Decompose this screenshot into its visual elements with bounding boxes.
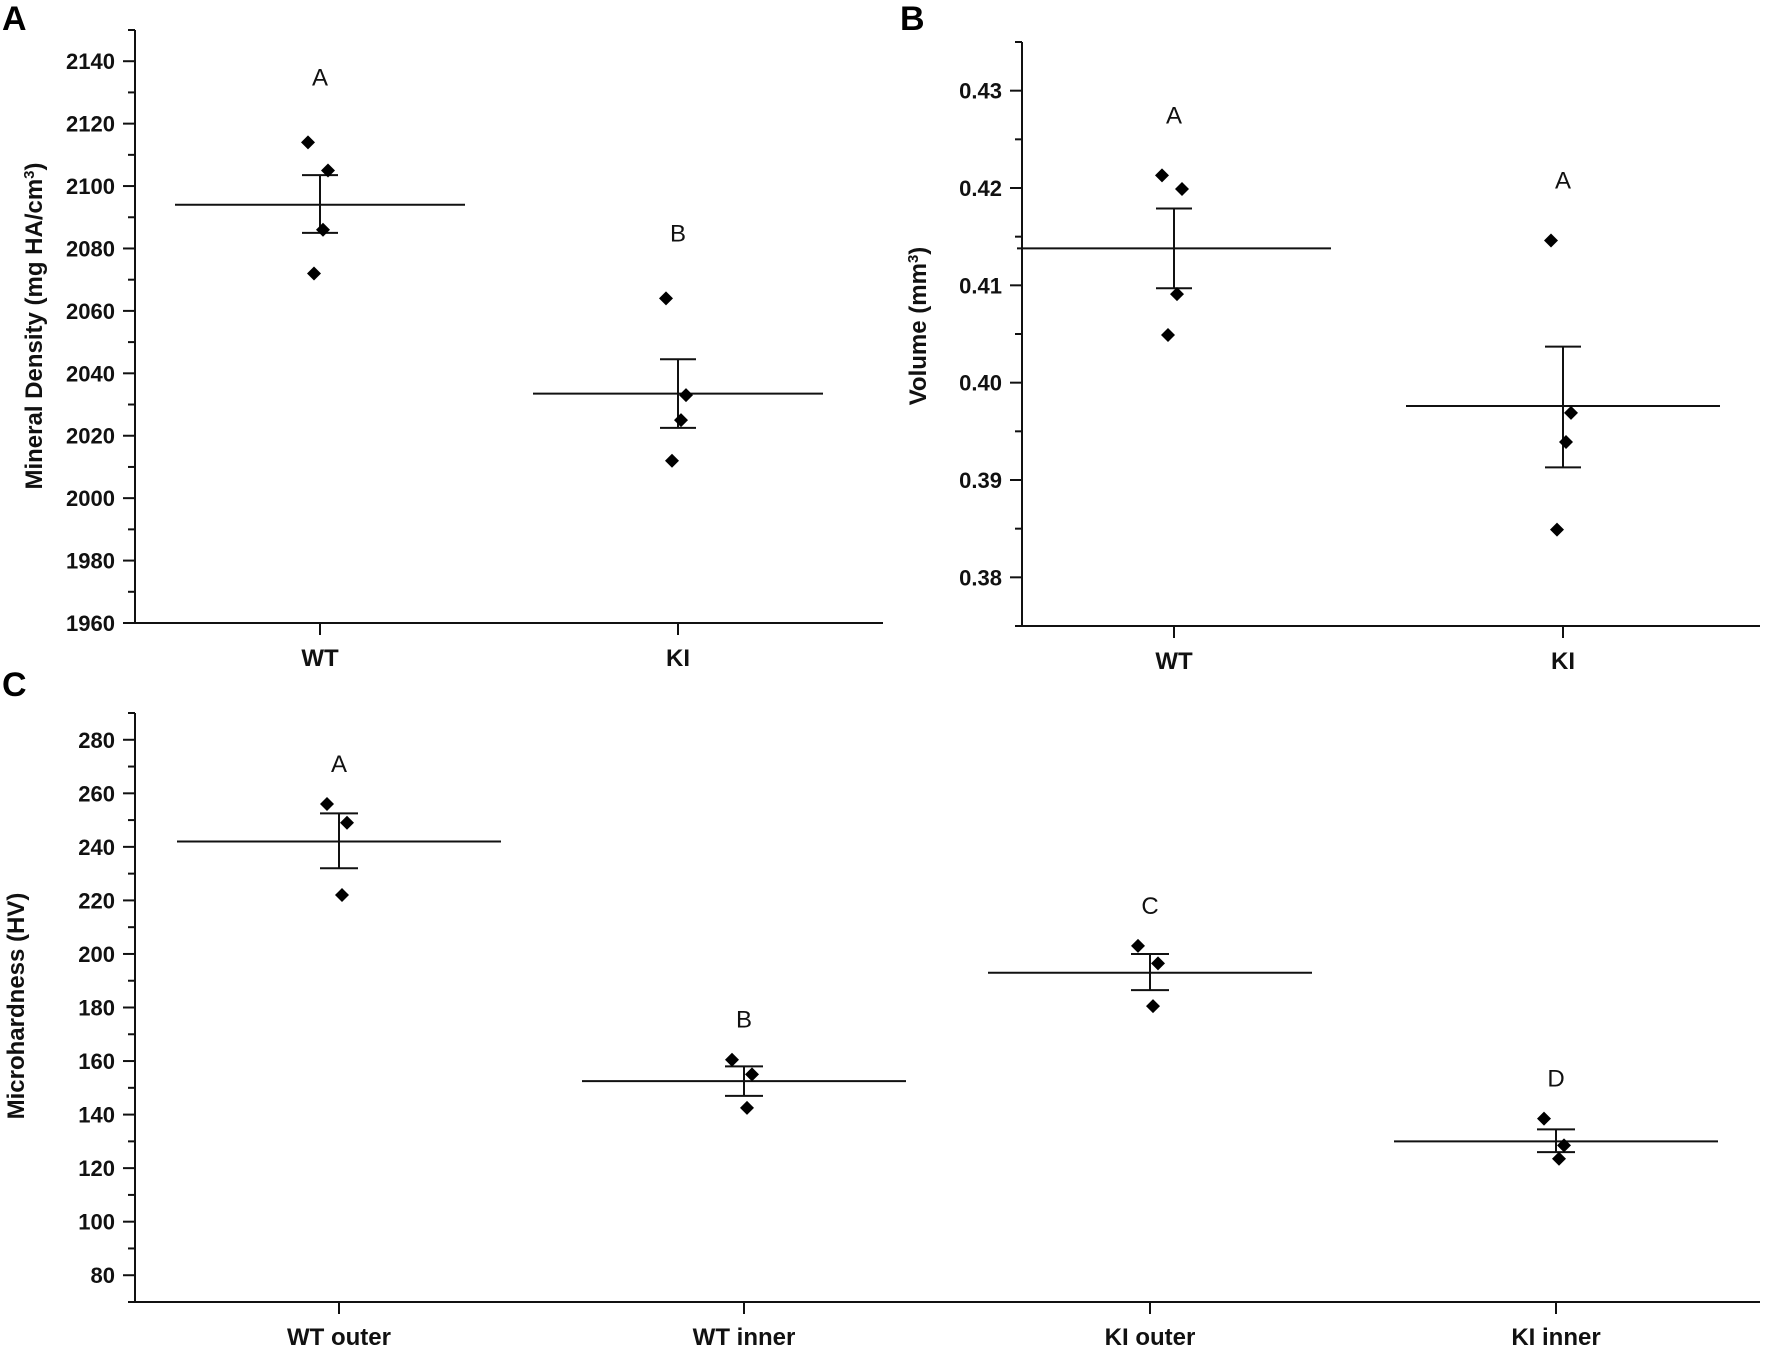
panel-label-c: C (2, 666, 27, 704)
panel-c-group-ki-outer-data-point (1131, 938, 1145, 953)
panel-c-y-tick-label: 260 (78, 781, 115, 806)
panel-c-group-wt-inner-data-point (740, 1100, 754, 1115)
panel-c: 80 100 120 140 160 180 200 220 240 260 280 Microhar… (3, 712, 1760, 1351)
panel-c-group-ki-inner-data-point (1552, 1151, 1566, 1166)
panel-b-y-tick-label: 0.42 (959, 176, 1002, 201)
panel-c-group-ki-outer-data-point (1151, 956, 1165, 971)
panel-a-group-ki-data-point (659, 291, 673, 306)
panel-c-group-ki-inner-significance-letter: D (1547, 1066, 1564, 1093)
panel-a-y-tick-label: 2060 (66, 299, 115, 324)
panel-c-group-ki-inner: KI inner D (1394, 1066, 1718, 1351)
panel-c-y-tick-label: 120 (78, 1156, 115, 1181)
panel-a-y-axis-title-text: Mineral Density (mg HA/cm (21, 179, 48, 490)
panel-c-group-ki-outer-data-point (1146, 999, 1160, 1014)
panel-c-group-ki-outer: KI outer C (988, 893, 1312, 1351)
panel-c-group-ki-inner-x-tick-label: KI inner (1511, 1324, 1600, 1351)
panel-c-y-tick-label: 200 (78, 942, 115, 967)
panel-a-group-wt-significance-letter: A (312, 64, 328, 91)
panel-a-y-tick-label: 2020 (66, 424, 115, 449)
panel-c-group-wt-inner-data-point (745, 1067, 759, 1082)
panel-c-group-wt-outer: WT outer A (177, 751, 501, 1351)
panel-b-y-tick-label: 0.43 (959, 79, 1002, 104)
panel-b-group-ki-data-point (1544, 233, 1558, 248)
panel-b-group-wt-x-tick-label: WT (1155, 648, 1193, 675)
panel-c-group-wt-outer-data-point (320, 797, 334, 812)
panel-a-y-axis-title-superscript: 3 (21, 170, 38, 178)
panel-c-group-ki-inner-data-point (1537, 1111, 1551, 1126)
panel-a-group-wt-data-point (316, 222, 330, 237)
panel-a-group-ki-data-point (674, 413, 688, 428)
panel-c-y-axis-title-text: Microhardness (HV) (3, 893, 30, 1120)
panel-b-group-ki-significance-letter: A (1555, 168, 1571, 195)
panel-c-group-ki-outer-x-tick-label: KI outer (1105, 1324, 1196, 1351)
panel-a-y-tick-label: 2100 (66, 174, 115, 199)
panel-a-y-tick-label: 1980 (66, 549, 115, 574)
panel-c-group-ki-outer-significance-letter: C (1141, 893, 1158, 920)
panel-b-group-wt-data-point (1170, 287, 1184, 302)
panel-a-group-wt-x-tick-label: WT (301, 645, 339, 672)
panel-b-group-ki-data-point (1564, 405, 1578, 420)
panel-b-y-axis-title-end: ) (905, 247, 932, 255)
panel-a-group-ki-significance-letter: B (670, 220, 686, 247)
panel-c-group-wt-outer-data-point (335, 888, 349, 903)
panel-c-group-wt-inner: WT inner B (582, 1007, 906, 1351)
panel-b-group-ki-data-point (1550, 522, 1564, 537)
panel-a: 1960 1980 2000 2020 2040 2060 2080 2100 2120 2140… (21, 29, 883, 672)
panel-a-y-axis-title: Mineral Density (mg HA/cm3) (21, 162, 49, 489)
panel-c-group-wt-outer-x-tick-label: WT outer (287, 1324, 391, 1351)
panel-b-y-axis-title: Volume (mm3) (905, 247, 933, 406)
panel-c-y-tick-label: 80 (91, 1263, 115, 1288)
panel-c-y-tick-label: 180 (78, 996, 115, 1021)
panel-c-y-tick-label: 280 (78, 728, 115, 753)
panel-a-group-ki-data-point (679, 388, 693, 403)
panel-b-y-tick-label: 0.40 (959, 371, 1002, 396)
panel-a-group-ki-data-point (665, 453, 679, 468)
panel-a-group-wt: WT A (175, 64, 465, 672)
panel-b-y-tick-label: 0.39 (959, 468, 1002, 493)
panel-c-y-tick-label: 100 (78, 1210, 115, 1235)
panel-c-y-axis-title: Microhardness (HV) (3, 893, 30, 1120)
panel-a-group-wt-data-point (307, 266, 321, 281)
panel-c-y-tick-label: 220 (78, 888, 115, 913)
panel-b-group-wt: WT A (1017, 102, 1331, 675)
panel-c-group-wt-outer-data-point (340, 815, 354, 830)
panel-b-y-tick-label: 0.38 (959, 565, 1002, 590)
panel-a-group-ki-x-tick-label: KI (666, 645, 690, 672)
panel-a-y-tick-label: 1960 (66, 611, 115, 636)
panel-b-group-ki-x-tick-label: KI (1551, 648, 1575, 675)
panel-b-group-wt-significance-letter: A (1166, 102, 1182, 129)
panel-b-group-wt-data-point (1161, 327, 1175, 342)
panel-b-group-wt-data-point (1175, 181, 1189, 196)
panel-label-b: B (900, 0, 925, 38)
panel-c-y-tick-label: 240 (78, 835, 115, 860)
panel-b-group-ki: KI A (1406, 168, 1720, 675)
panel-a-group-wt-data-point (301, 135, 315, 150)
panel-a-y-tick-label: 2120 (66, 112, 115, 137)
panel-a-group-ki: KI B (533, 220, 823, 672)
panel-c-group-ki-inner-data-point (1557, 1138, 1571, 1153)
panel-a-y-tick-label: 2140 (66, 49, 115, 74)
panel-a-y-tick-label: 2040 (66, 361, 115, 386)
panel-b-y-axis-title-text: Volume (mm (905, 263, 932, 405)
panel-a-group-wt-data-point (321, 163, 335, 178)
panel-c-group-wt-inner-data-point (725, 1052, 739, 1067)
panel-c-group-wt-inner-x-tick-label: WT inner (693, 1324, 796, 1351)
panel-b-group-ki-data-point (1559, 435, 1573, 450)
panel-a-y-tick-label: 2080 (66, 236, 115, 261)
panel-b-y-tick-label: 0.41 (959, 273, 1002, 298)
panel-label-a: A (2, 0, 27, 38)
panel-c-group-wt-outer-significance-letter: A (331, 751, 347, 778)
panel-c-y-tick-label: 160 (78, 1049, 115, 1074)
panel-a-y-axis-title-end: ) (21, 162, 48, 170)
plot-area: 1960 1980 2000 2020 2040 2060 2080 2100 2120 2140… (3, 29, 1760, 1351)
panel-a-y-tick-label: 2000 (66, 486, 115, 511)
panel-b-y-axis-title-superscript: 3 (905, 255, 922, 263)
panel-c-group-wt-inner-significance-letter: B (736, 1007, 752, 1034)
panel-c-y-tick-label: 140 (78, 1103, 115, 1128)
panel-b-group-wt-data-point (1155, 168, 1169, 183)
